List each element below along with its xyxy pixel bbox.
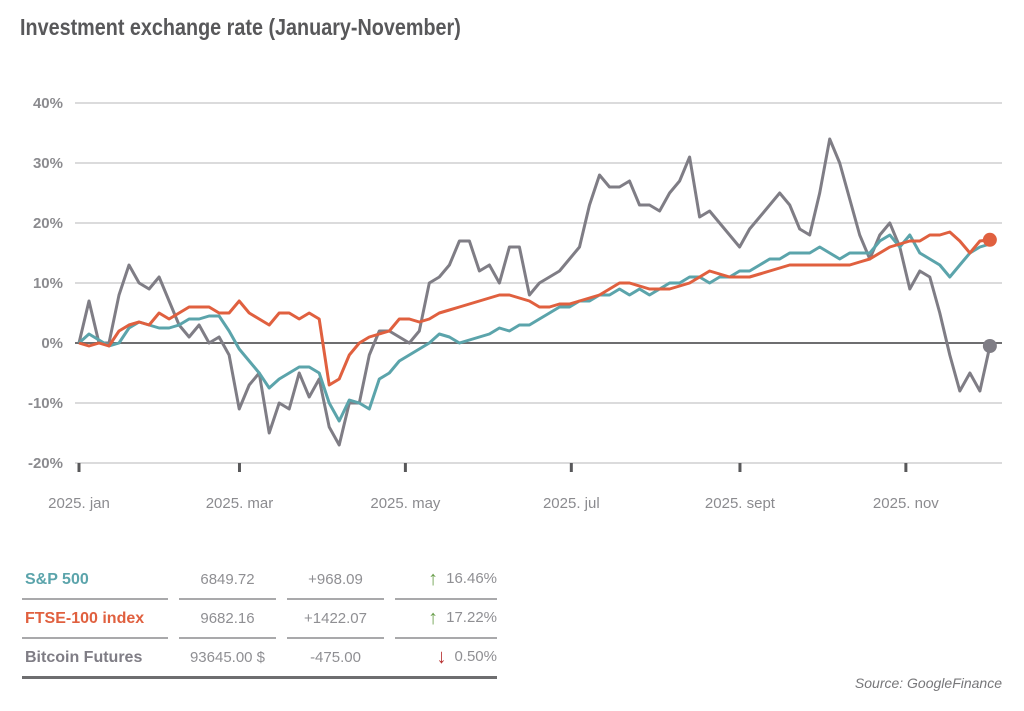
x-tick-label: 2025. sept	[705, 495, 776, 512]
y-tick-label: -20%	[28, 455, 63, 472]
arrow-up-icon: ↑	[428, 607, 439, 629]
end-marker-bitcoin-futures	[982, 339, 997, 353]
x-tick-label: 2025. jul	[543, 495, 600, 512]
x-tick-label: 2025. may	[370, 495, 441, 512]
end-marker-ftse-100-index	[982, 232, 997, 247]
instrument-name: Bitcoin Futures	[22, 639, 168, 679]
x-tick-label: 2025. mar	[206, 495, 274, 512]
instrument-percent-cell: ↑ 17.22%	[395, 600, 497, 639]
instrument-percent: 0.50%	[454, 648, 497, 665]
series-line-ftse-100-index	[78, 230, 991, 387]
summary-table: S&P 500 6849.72 +968.09 ↑ 16.46% FTSE-100 ind…	[22, 561, 497, 679]
x-tick-label: 2025. nov	[873, 495, 939, 512]
x-tick-label: 2025. jan	[48, 495, 110, 512]
y-tick-label: 0%	[41, 335, 63, 352]
table-row: FTSE-100 index 9682.16 +1422.07 ↑ 17.22%	[22, 600, 497, 639]
instrument-value: 93645.00 $	[179, 639, 276, 679]
table-row: S&P 500 6849.72 +968.09 ↑ 16.46%	[22, 561, 497, 600]
x-axis: 2025. jan 2025. mar 2025. may 2025. jul 2025…	[48, 463, 939, 512]
arrow-up-icon: ↑	[428, 568, 439, 590]
y-tick-label: 20%	[33, 215, 63, 232]
instrument-change: -475.00	[287, 639, 384, 679]
y-tick-label: -10%	[28, 395, 63, 412]
y-tick-label: 40%	[33, 95, 63, 112]
series-line-s-p-500	[77, 233, 991, 423]
y-axis: 40% 30% 20% 10% 0% -10% -20%	[28, 95, 63, 472]
instrument-percent-cell: ↓ 0.50%	[395, 639, 497, 679]
arrow-down-icon: ↓	[436, 646, 447, 668]
series-line-bitcoin-futures	[77, 137, 992, 447]
y-tick-label: 10%	[33, 275, 63, 292]
table-row: Bitcoin Futures 93645.00 $ -475.00 ↓ 0.50%	[22, 639, 497, 679]
instrument-value: 6849.72	[179, 561, 276, 600]
instrument-change: +1422.07	[287, 600, 384, 639]
line-chart: 40% 30% 20% 10% 0% -10% -20% 2025. jan 2025. ma…	[28, 95, 1002, 512]
instrument-name: FTSE-100 index	[22, 600, 168, 639]
instrument-percent: 17.22%	[446, 609, 497, 626]
y-tick-label: 30%	[33, 155, 63, 172]
chart-title: Investment exchange rate (January-Novemb…	[20, 14, 461, 40]
instrument-percent: 16.46%	[446, 570, 497, 587]
instrument-percent-cell: ↑ 16.46%	[395, 561, 497, 600]
series-lines	[77, 137, 997, 447]
source-note: Source: GoogleFinance	[854, 675, 1002, 691]
gridlines	[75, 102, 1002, 464]
instrument-value: 9682.16	[179, 600, 276, 639]
instrument-name: S&P 500	[22, 561, 168, 600]
instrument-change: +968.09	[287, 561, 384, 600]
